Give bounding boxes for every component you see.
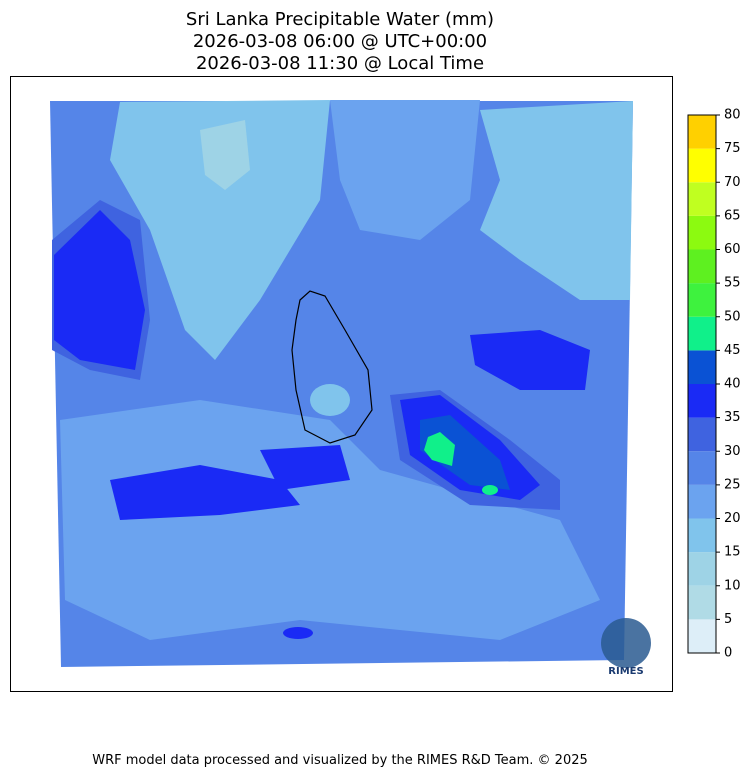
- tick-label: 55: [724, 276, 741, 291]
- colorbar: 0 5 10 15 20 25 30 35 40 45 50 55 60 65 70 75 80: [687, 108, 741, 661]
- title-line: 2026-03-08 06:00 @ UTC+00:00: [193, 31, 487, 52]
- color-bin: [688, 249, 716, 284]
- color-bin: [688, 148, 716, 183]
- field: [480, 101, 633, 300]
- tick-label: 60: [724, 242, 741, 257]
- coastline: [291, 290, 373, 444]
- tick-label: 0: [724, 646, 732, 661]
- color-bin: [688, 417, 716, 452]
- tick-label: 25: [724, 477, 741, 492]
- color-bin: [688, 585, 716, 620]
- logo-emblem: [601, 618, 651, 668]
- color-bin: [688, 451, 716, 485]
- footer: WRF model data processed and visualized …: [92, 753, 588, 768]
- map: RIMES: [10, 76, 673, 692]
- tick-label: 30: [724, 444, 741, 459]
- tick-label: 80: [724, 108, 741, 123]
- field: [420, 415, 510, 490]
- color-bin: [688, 518, 716, 553]
- color-bin: [688, 484, 716, 519]
- title-line: 2026-03-08 11:30 @ Local Time: [196, 53, 484, 74]
- tick-label: 15: [724, 545, 741, 560]
- tick-label: 35: [724, 410, 741, 425]
- field: [424, 432, 455, 466]
- field: [283, 627, 313, 639]
- field: [200, 120, 250, 190]
- tick-label: 50: [724, 309, 741, 324]
- field: [110, 465, 300, 520]
- field: [260, 445, 350, 490]
- field: [482, 485, 498, 495]
- title-line: Sri Lanka Precipitable Water (mm): [186, 9, 494, 30]
- color-bin: [688, 619, 716, 653]
- field: [60, 400, 600, 640]
- field: [470, 330, 590, 390]
- color-bin: [688, 552, 716, 586]
- tick-label: 65: [724, 208, 741, 223]
- field: [330, 100, 480, 240]
- field: [110, 100, 330, 360]
- color-bin: [688, 283, 716, 317]
- field: [54, 210, 145, 370]
- field: [310, 384, 350, 416]
- color-bin: [688, 215, 716, 250]
- tick-label: 40: [724, 377, 741, 392]
- tick-label: 10: [724, 578, 741, 593]
- color-bin: [688, 316, 716, 351]
- tick-label: 75: [724, 141, 741, 156]
- color-bin: [688, 350, 716, 384]
- logo-text: RIMES: [608, 666, 643, 677]
- tick-label: 70: [724, 175, 741, 190]
- tick-label: 45: [724, 343, 741, 358]
- color-bin: [688, 384, 716, 418]
- tick-label: 5: [724, 612, 732, 627]
- color-bin: [688, 182, 716, 216]
- tick-label: 20: [724, 511, 741, 526]
- color-bin: [688, 115, 716, 149]
